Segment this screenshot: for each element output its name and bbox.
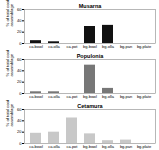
svg-text:bg.plate: bg.plate (137, 144, 152, 149)
svg-text:bg.olla: bg.olla (102, 94, 115, 99)
svg-text:0: 0 (19, 91, 22, 96)
svg-text:% of total cookingassemblage: % of total cookingassemblage (5, 0, 14, 27)
svg-text:ca.pot: ca.pot (67, 144, 79, 149)
svg-text:60: 60 (17, 7, 22, 12)
svg-text:40: 40 (17, 118, 22, 123)
svg-text:bg.plate: bg.plate (137, 94, 152, 99)
svg-text:20: 20 (17, 29, 22, 34)
svg-text:ca.bowl: ca.bowl (29, 94, 43, 99)
svg-text:20: 20 (17, 79, 22, 84)
svg-text:bg.plate: bg.plate (137, 44, 152, 49)
svg-text:60: 60 (17, 107, 22, 112)
svg-text:0: 0 (19, 41, 22, 46)
svg-text:bg.olla: bg.olla (102, 144, 115, 149)
svg-text:Cetamura: Cetamura (77, 103, 103, 109)
svg-text:0: 0 (19, 141, 22, 146)
svg-text:Musarna: Musarna (79, 3, 103, 9)
svg-text:ca.bowl: ca.bowl (29, 44, 43, 49)
svg-text:bg.bowl: bg.bowl (83, 144, 97, 149)
svg-text:ca.olla: ca.olla (48, 94, 60, 99)
svg-text:40: 40 (17, 68, 22, 73)
svg-text:20: 20 (17, 129, 22, 134)
svg-text:bg.pan: bg.pan (120, 144, 132, 149)
svg-text:ca.olla: ca.olla (48, 144, 60, 149)
svg-text:ca.bowl: ca.bowl (29, 144, 43, 149)
svg-text:% of total cookingassemblage: % of total cookingassemblage (5, 50, 14, 77)
svg-text:40: 40 (17, 18, 22, 23)
svg-text:bg.bowl: bg.bowl (83, 44, 97, 49)
svg-text:bg.olla: bg.olla (102, 44, 115, 49)
svg-text:bg.pan: bg.pan (120, 44, 132, 49)
svg-text:ca.pot: ca.pot (67, 44, 79, 49)
svg-text:Populonia: Populonia (77, 53, 105, 59)
svg-text:60: 60 (17, 57, 22, 62)
svg-text:bg.pan: bg.pan (120, 94, 132, 99)
svg-text:% of total cookingassemblage: % of total cookingassemblage (5, 100, 14, 127)
svg-text:bg.bowl: bg.bowl (83, 94, 97, 99)
svg-text:ca.olla: ca.olla (48, 44, 60, 49)
svg-text:ca.pot: ca.pot (67, 94, 79, 99)
